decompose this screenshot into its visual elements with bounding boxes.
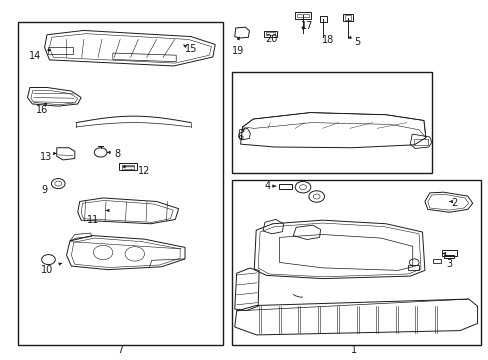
Text: 11: 11 [87,215,99,225]
Bar [343,14,352,22]
Text: 1: 1 [350,345,357,355]
Text: 13: 13 [40,152,52,162]
Text: 14: 14 [29,51,41,61]
Bar [319,16,327,22]
Text: 2: 2 [450,198,456,208]
Bar [48,46,73,54]
Text: 19: 19 [232,46,244,56]
Text: 8: 8 [114,149,121,159]
Text: 17: 17 [300,21,312,31]
Text: 4: 4 [264,181,270,192]
Bar [122,165,134,168]
Text: 12: 12 [138,166,150,176]
Bar [18,22,222,345]
Text: 5: 5 [354,37,360,47]
Bar [119,163,137,170]
Bar [264,31,276,37]
Bar [344,15,350,21]
Text: 16: 16 [36,105,48,115]
Bar [278,184,292,189]
Bar [232,72,431,173]
Bar [232,180,480,345]
Bar [444,255,453,258]
Text: 3: 3 [446,259,451,269]
Bar [407,265,418,270]
Text: 6: 6 [237,132,243,142]
Bar [442,249,456,256]
Bar [265,32,274,35]
Text: 7: 7 [117,345,123,355]
Text: 18: 18 [321,35,333,45]
Text: 20: 20 [264,34,277,44]
Bar [413,139,427,145]
Text: 15: 15 [184,44,197,54]
Text: 9: 9 [41,185,47,195]
Text: 10: 10 [41,265,53,275]
Bar [432,259,441,263]
